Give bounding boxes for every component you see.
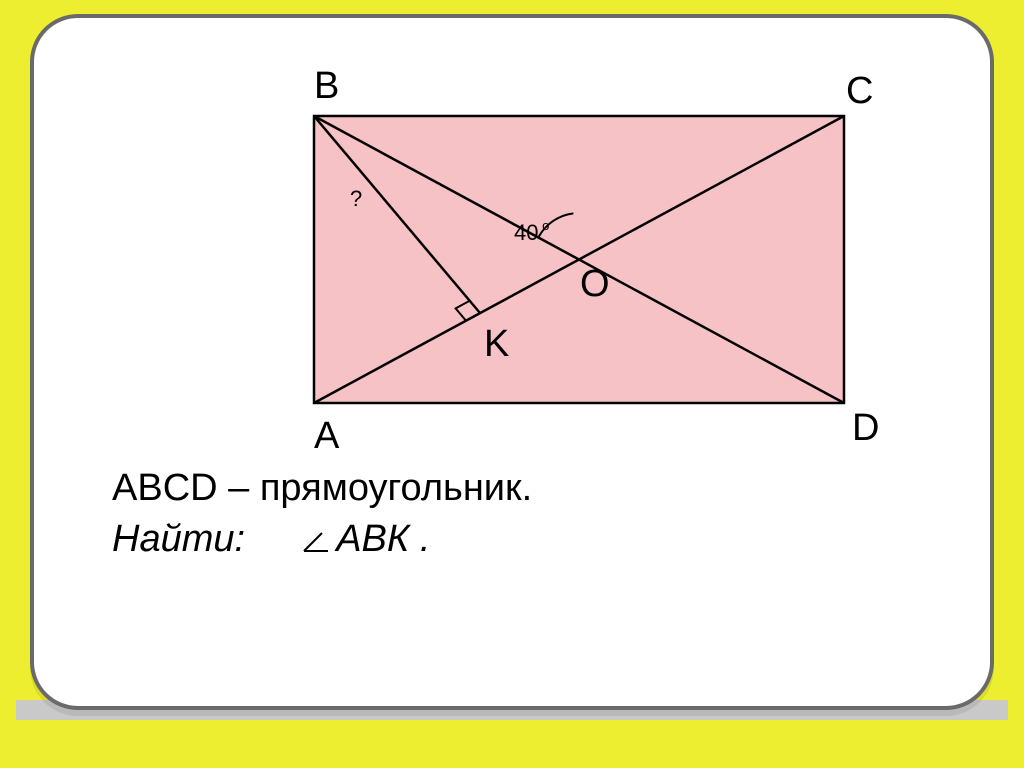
find-line: Найти: АВК . bbox=[112, 514, 532, 565]
vertex-label-k: K bbox=[484, 323, 509, 365]
problem-text: ABCD – прямоугольник. Найти: АВК . bbox=[112, 463, 532, 566]
given-prefix: ABCD – bbox=[112, 467, 260, 509]
find-label: Найти: bbox=[112, 518, 245, 560]
slide-frame: 40 o?ABCDOK ABCD – прямоугольник. Найти:… bbox=[0, 0, 1024, 768]
unknown-angle-mark: ? bbox=[350, 186, 362, 211]
given-shape: прямоугольник. bbox=[260, 467, 532, 509]
vertex-label-a: A bbox=[314, 415, 340, 457]
content-card: 40 o?ABCDOK ABCD – прямоугольник. Найти:… bbox=[30, 14, 994, 710]
vertex-label-d: D bbox=[852, 407, 879, 449]
angle-icon bbox=[302, 516, 330, 538]
find-target: АВК . bbox=[336, 518, 430, 560]
given-line: ABCD – прямоугольник. bbox=[112, 463, 532, 514]
vertex-label-o: O bbox=[580, 263, 610, 305]
geometry-diagram: 40 o?ABCDOK bbox=[34, 18, 994, 478]
vertex-label-b: B bbox=[314, 65, 339, 107]
vertex-label-c: C bbox=[846, 70, 873, 112]
